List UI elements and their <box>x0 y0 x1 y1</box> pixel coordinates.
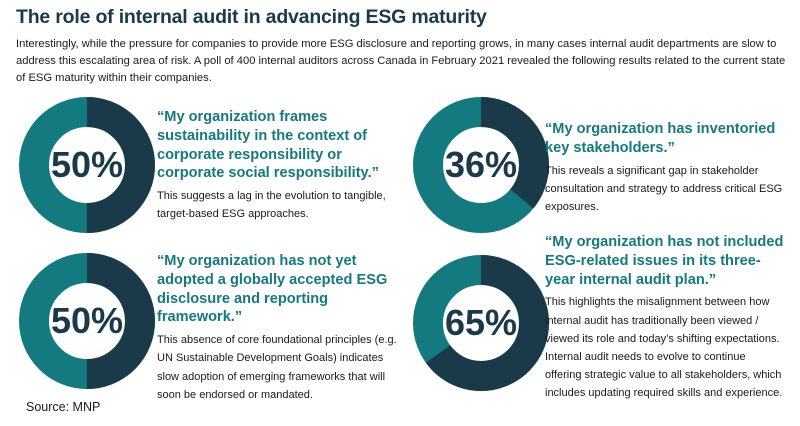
stat-quote: “My organization has not yet adopted a g… <box>157 253 388 326</box>
stat-note: This reveals a significant gap in stakeh… <box>545 164 783 213</box>
stat-note: This absence of core foundational princi… <box>157 334 397 401</box>
stat-percent: 50% <box>50 144 124 185</box>
donut-chart-stat-2: 36% <box>413 97 549 233</box>
stat-block-1: “My organization frames sustainability i… <box>157 108 397 224</box>
stat-percent: 36% <box>444 144 518 185</box>
stat-quote: “My organization has inventoried key sta… <box>545 121 776 156</box>
donut-ring <box>413 255 549 391</box>
donut-value-arc <box>19 97 155 233</box>
stat-percent: 50% <box>50 300 124 341</box>
source-credit: Source: MNP <box>26 400 101 414</box>
donut-value-arc <box>19 253 155 389</box>
donut-value-arc <box>413 255 549 391</box>
stat-block-2: “My organization has inventoried key sta… <box>545 120 785 216</box>
page-title: The role of internal audit in advancing … <box>16 6 487 28</box>
donut-value-arc <box>413 97 549 233</box>
stat-percent: 65% <box>444 302 518 343</box>
stat-note: This highlights the misalignment between… <box>545 296 783 400</box>
stat-quote: “My organization has not included ESG-re… <box>545 234 784 288</box>
donut-ring <box>413 97 549 233</box>
intro-paragraph: Interestingly, while the pressure for co… <box>16 38 786 85</box>
stat-quote: “My organization frames sustainability i… <box>157 109 379 182</box>
donut-ring <box>19 253 155 389</box>
donut-chart-stat-1: 50% <box>19 97 155 233</box>
donut-chart-stat-3: 50% <box>19 253 155 389</box>
stat-note: This suggests a lag in the evolution to … <box>157 190 386 221</box>
stat-block-4: “My organization has not included ESG-re… <box>545 233 785 403</box>
donut-ring <box>19 97 155 233</box>
stat-block-3: “My organization has not yet adopted a g… <box>157 252 397 404</box>
donut-chart-stat-4: 65% <box>413 255 549 391</box>
